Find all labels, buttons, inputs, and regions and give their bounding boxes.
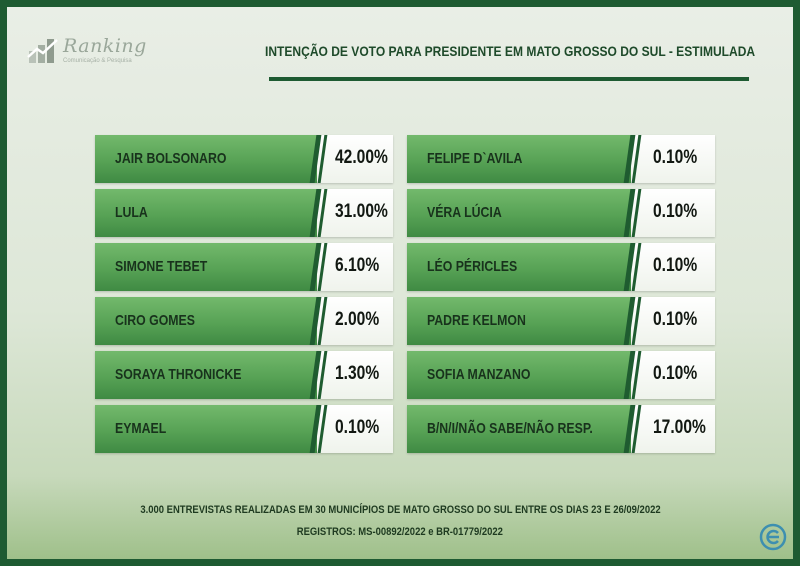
result-row: SIMONE TEBET 6.10% (95, 243, 393, 291)
candidate-name: SIMONE TEBET (115, 258, 208, 275)
registration-note: REGISTROS: MS-00892/2022 e BR-01779/2022 (7, 526, 793, 538)
candidate-name: SOFIA MANZANO (427, 366, 531, 383)
result-row: FELIPE D`AVILA 0.10% (407, 135, 715, 183)
result-row: PADRE KELMON 0.10% (407, 297, 715, 345)
methodology-note: 3.000 ENTREVISTAS REALIZADAS EM 30 MUNIC… (7, 504, 793, 516)
results-column-right: FELIPE D`AVILA 0.10% VÉRA LÚCIA 0.10% LÉO PÉ… (407, 135, 715, 459)
divider-stripes (309, 189, 328, 237)
candidate-name: PADRE KELMON (427, 312, 526, 329)
candidate-percentage: 0.10% (653, 309, 698, 330)
candidate-name: B/N/I/NÃO SABE/NÃO RESP. (427, 420, 593, 437)
header: Ranking Comunicação & Pesquisa INTENÇÃO … (7, 7, 793, 81)
candidate-label-box: VÉRA LÚCIA (407, 189, 631, 237)
candidate-name: SORAYA THRONICKE (115, 366, 242, 383)
brand-name: Ranking (63, 35, 147, 57)
result-row: LULA 31.00% (95, 189, 393, 237)
candidate-label-box: LÉO PÉRICLES (407, 243, 631, 291)
results-column-left: JAIR BOLSONARO 42.00% LULA 31.00% SIMONE TEB… (95, 135, 393, 459)
candidate-percentage: 17.00% (653, 417, 706, 438)
candidate-label-box: LULA (95, 189, 317, 237)
divider-stripes (623, 297, 642, 345)
result-row: B/N/I/NÃO SABE/NÃO RESP. 17.00% (407, 405, 715, 453)
divider-stripes (623, 405, 642, 453)
candidate-label-box: B/N/I/NÃO SABE/NÃO RESP. (407, 405, 631, 453)
divider-stripes (623, 243, 642, 291)
candidate-percentage: 6.10% (335, 255, 380, 276)
candidate-percentage: 1.30% (335, 363, 380, 384)
result-row: LÉO PÉRICLES 0.10% (407, 243, 715, 291)
candidate-percentage: 42.00% (335, 147, 388, 168)
registration-text: REGISTROS: MS-00892/2022 e BR-01779/2022 (296, 526, 504, 538)
candidate-name: VÉRA LÚCIA (427, 204, 502, 221)
divider-stripes (623, 135, 642, 183)
result-row: JAIR BOLSONARO 42.00% (95, 135, 393, 183)
ranking-logo-icon (27, 39, 58, 63)
candidate-label-box: PADRE KELMON (407, 297, 631, 345)
divider-stripes (309, 297, 328, 345)
page-title: INTENÇÃO DE VOTO PARA PRESIDENTE EM MATO… (265, 43, 756, 59)
candidate-percentage: 0.10% (653, 147, 698, 168)
candidate-percentage: 31.00% (335, 201, 388, 222)
brand-tagline: Comunicação & Pesquisa (63, 58, 132, 64)
divider-stripes (623, 351, 642, 399)
divider-stripes (309, 135, 328, 183)
candidate-percentage: 0.10% (653, 201, 698, 222)
divider-stripes (309, 351, 328, 399)
candidate-label-box: SIMONE TEBET (95, 243, 317, 291)
divider-stripes (309, 243, 328, 291)
methodology-text: 3.000 ENTREVISTAS REALIZADAS EM 30 MUNIC… (139, 504, 661, 516)
result-row: VÉRA LÚCIA 0.10% (407, 189, 715, 237)
divider-stripes (309, 405, 328, 453)
candidate-label-box: CIRO GOMES (95, 297, 317, 345)
candidate-label-box: EYMAEL (95, 405, 317, 453)
candidate-name: LÉO PÉRICLES (427, 258, 518, 275)
candidate-percentage: 0.10% (653, 363, 698, 384)
result-row: CIRO GOMES 2.00% (95, 297, 393, 345)
title-underline (269, 77, 749, 81)
candidate-name: JAIR BOLSONARO (115, 150, 227, 167)
brand-logo: Ranking Comunicação & Pesquisa (27, 33, 146, 71)
candidate-percentage: 0.10% (653, 255, 698, 276)
divider-stripes (623, 189, 642, 237)
candidate-name: CIRO GOMES (115, 312, 195, 329)
result-row: SORAYA THRONICKE 1.30% (95, 351, 393, 399)
result-row: EYMAEL 0.10% (95, 405, 393, 453)
candidate-label-box: SORAYA THRONICKE (95, 351, 317, 399)
e-circle-logo-icon (759, 523, 787, 551)
candidate-label-box: JAIR BOLSONARO (95, 135, 317, 183)
candidate-name: FELIPE D`AVILA (427, 150, 523, 167)
candidate-percentage: 0.10% (335, 417, 380, 438)
candidate-label-box: SOFIA MANZANO (407, 351, 631, 399)
candidate-name: LULA (115, 204, 148, 221)
result-row: SOFIA MANZANO 0.10% (407, 351, 715, 399)
candidate-name: EYMAEL (115, 420, 167, 437)
candidate-percentage: 2.00% (335, 309, 380, 330)
candidate-label-box: FELIPE D`AVILA (407, 135, 631, 183)
